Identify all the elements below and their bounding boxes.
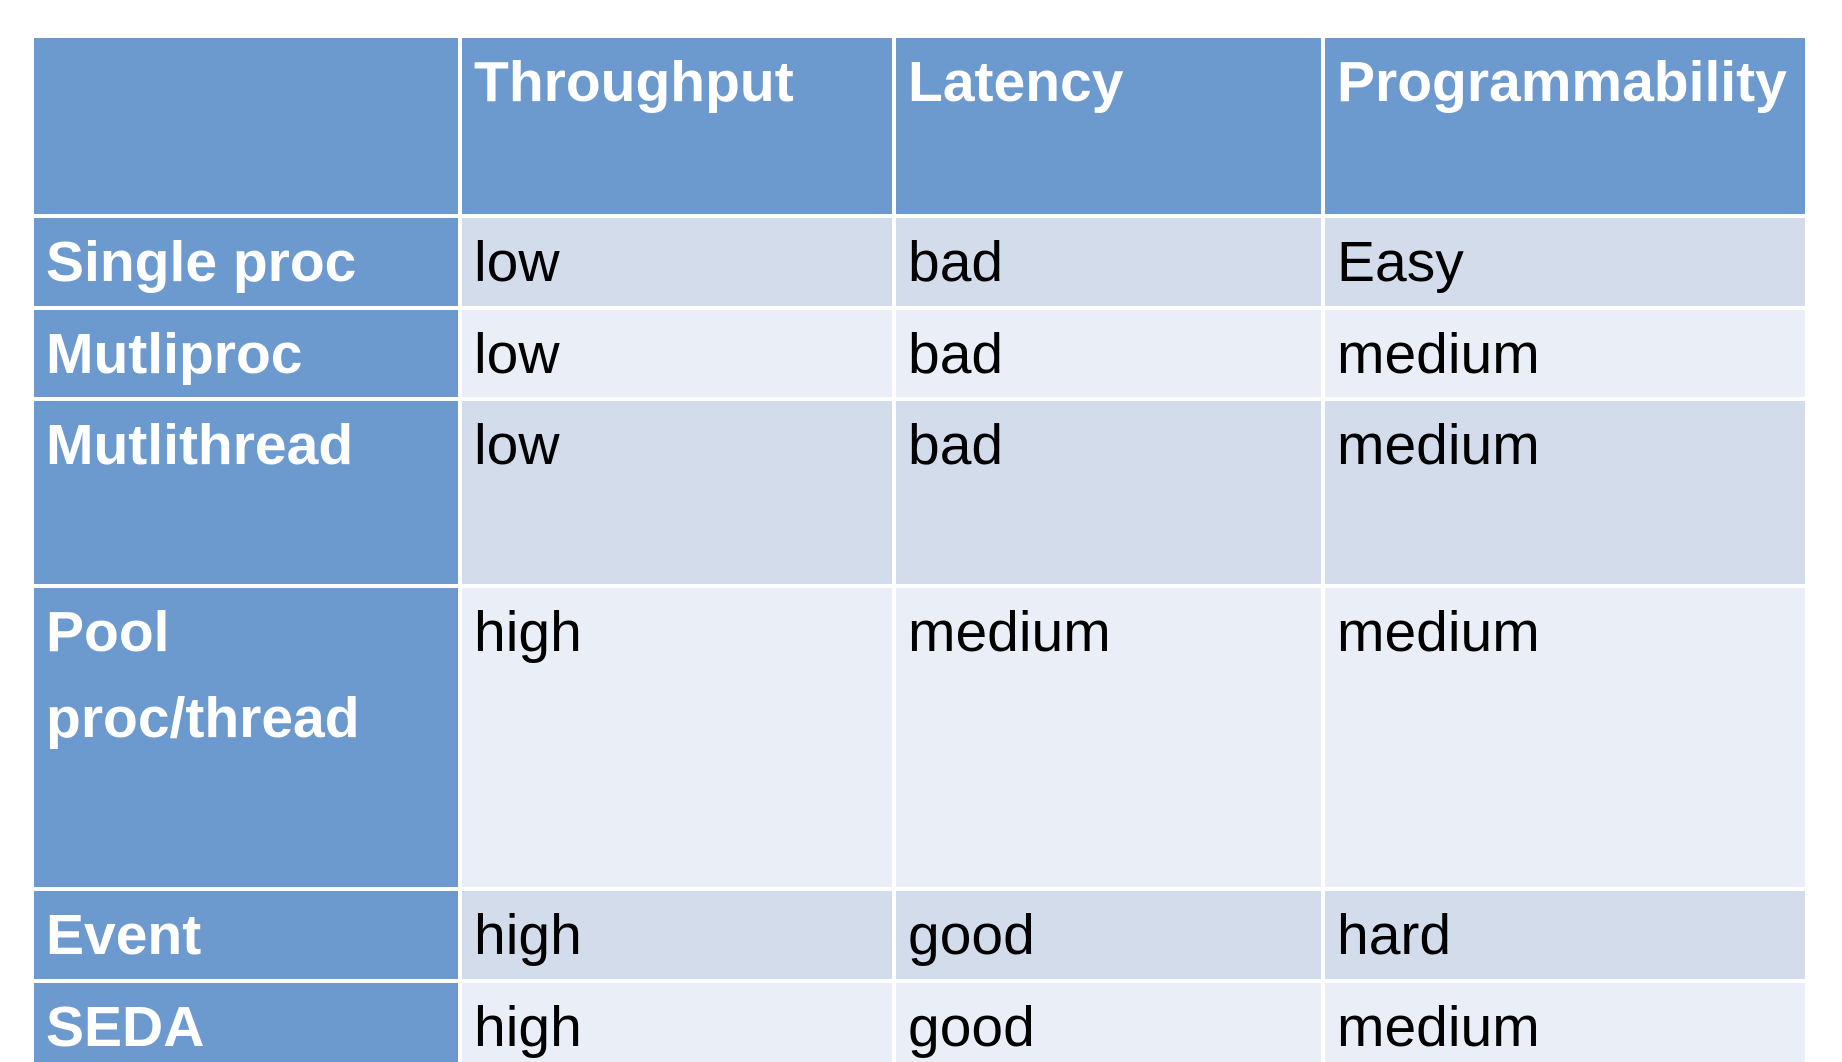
cell-mutliproc-latency: bad	[896, 309, 1321, 397]
cell-mutlithread-programmability: medium	[1325, 401, 1805, 584]
table-row: Single proc low bad Easy	[34, 218, 1805, 306]
row-header-mutlithread: Mutlithread	[34, 401, 458, 584]
cell-single-proc-programmability: Easy	[1325, 218, 1805, 306]
cell-mutliproc-programmability: medium	[1325, 309, 1805, 397]
table-row: Pool proc/thread high medium medium	[34, 588, 1805, 887]
cell-single-proc-latency: bad	[896, 218, 1321, 306]
cell-pool-latency: medium	[896, 588, 1321, 887]
row-header-seda: SEDA	[34, 982, 458, 1062]
cell-seda-latency: good	[896, 982, 1321, 1062]
cell-seda-throughput: high	[462, 982, 892, 1062]
table-row: Mutlithread low bad medium	[34, 401, 1805, 584]
row-header-mutliproc: Mutliproc	[34, 309, 458, 397]
column-header-latency: Latency	[896, 38, 1321, 214]
cell-event-latency: good	[896, 891, 1321, 979]
column-header-programmability: Programmability	[1325, 38, 1805, 214]
row-header-pool-proc-thread: Pool proc/thread	[34, 588, 458, 887]
cell-single-proc-throughput: low	[462, 218, 892, 306]
table-row: Mutliproc low bad medium	[34, 309, 1805, 397]
cell-pool-throughput: high	[462, 588, 892, 887]
cell-seda-programmability: medium	[1325, 982, 1805, 1062]
row-header-event: Event	[34, 891, 458, 979]
comparison-table: Throughput Latency Programmability Singl…	[30, 34, 1809, 1062]
header-row: Throughput Latency Programmability	[34, 38, 1805, 214]
table-row: Event high good hard	[34, 891, 1805, 979]
cell-mutlithread-throughput: low	[462, 401, 892, 584]
cell-event-programmability: hard	[1325, 891, 1805, 979]
row-header-single-proc: Single proc	[34, 218, 458, 306]
cell-event-throughput: high	[462, 891, 892, 979]
column-header-throughput: Throughput	[462, 38, 892, 214]
table-row: SEDA high good medium	[34, 982, 1805, 1062]
cell-pool-programmability: medium	[1325, 588, 1805, 887]
cell-mutliproc-throughput: low	[462, 309, 892, 397]
cell-mutlithread-latency: bad	[896, 401, 1321, 584]
corner-cell	[34, 38, 458, 214]
